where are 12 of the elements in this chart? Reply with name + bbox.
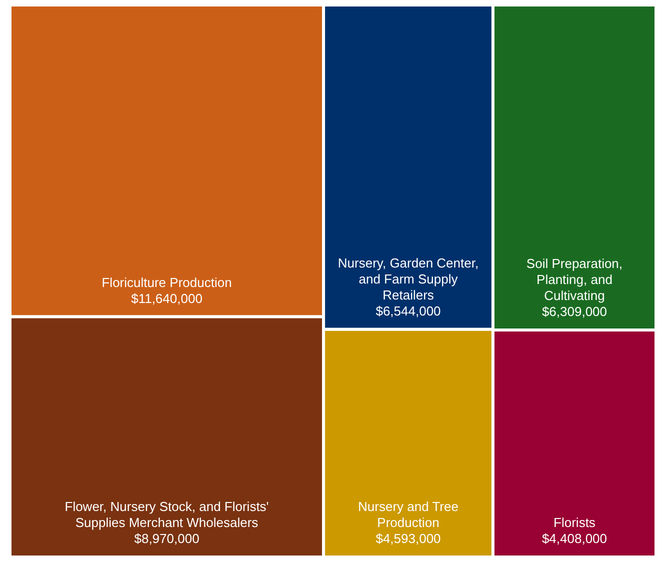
data-label: $8,970,000 xyxy=(134,531,200,546)
data-label: $6,544,000 xyxy=(376,303,441,318)
data-label: $11,640,000 xyxy=(131,290,202,306)
category-label: Florists xyxy=(554,515,596,530)
category-label: Nursery and Tree Production xyxy=(358,499,458,530)
category-label: Nursery, Garden Center, and Farm Supply Retailers xyxy=(338,255,479,302)
data-label: $6,309,000 xyxy=(542,304,608,319)
data-label: $4,593,000 xyxy=(376,531,441,546)
category-label: Flower, Nursery Stock, and Florists' Supplies Merchant Wholesalers xyxy=(64,499,269,530)
data-label: $4,408,000 xyxy=(542,531,608,546)
category-label: Floriculture Production xyxy=(102,274,232,290)
category-label: Soil Preparation, Planting, and Cultivating xyxy=(526,256,623,303)
